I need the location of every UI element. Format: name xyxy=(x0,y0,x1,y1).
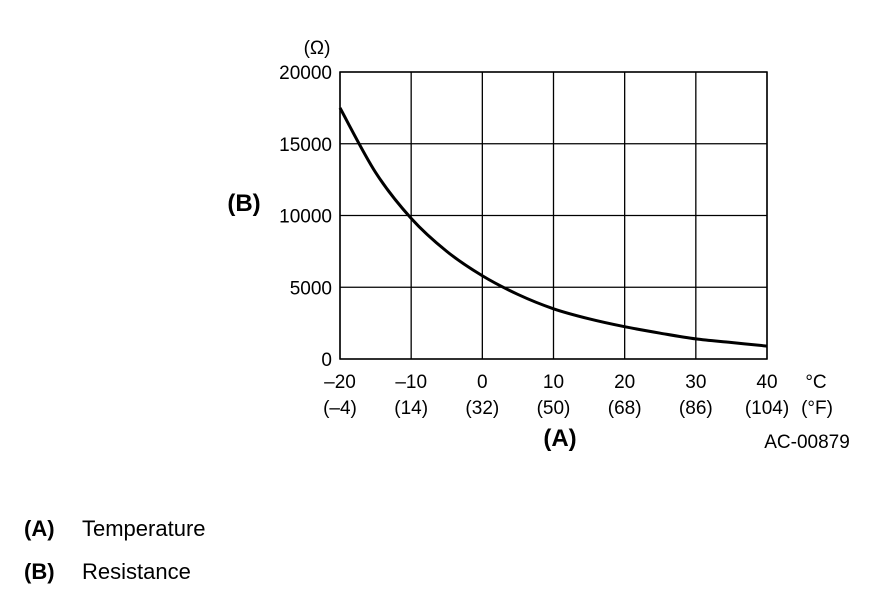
x-tick-label-celsius: –20 xyxy=(324,372,356,393)
legend-key: (B) xyxy=(24,559,55,584)
x-unit-fahrenheit: (°F) xyxy=(801,398,833,419)
legend-label: Temperature xyxy=(82,516,206,541)
x-tick-label-fahrenheit: (104) xyxy=(745,398,789,419)
y-tick-labels: 0 5000 10000 15000 20000 xyxy=(279,63,332,371)
legend-item-temperature: (A) Temperature xyxy=(24,516,206,542)
x-tick-label-fahrenheit: (68) xyxy=(608,398,642,419)
legend-item-resistance: (B) Resistance xyxy=(24,559,191,585)
x-tick-label-celsius: 10 xyxy=(543,372,564,393)
plot-frame xyxy=(339,71,768,360)
x-axis-marker: (A) xyxy=(543,425,576,452)
y-tick-label: 15000 xyxy=(279,135,332,156)
y-unit-label: (Ω) xyxy=(304,38,331,59)
resistance-temperature-chart: 0 5000 10000 15000 20000 –20 (–4) –10 (14) 0 (32)… xyxy=(227,38,850,453)
x-tick-labels: –20 (–4) –10 (14) 0 (32) 10 (50) 20 (68) 30 (86) 40 (… xyxy=(323,372,789,419)
x-tick-label-fahrenheit: (–4) xyxy=(323,398,357,419)
y-axis-marker: (B) xyxy=(227,190,260,217)
x-tick-label-fahrenheit: (32) xyxy=(465,398,499,419)
y-tick-label: 5000 xyxy=(290,278,332,299)
y-tick-label: 10000 xyxy=(279,207,332,228)
y-tick-label: 0 xyxy=(321,350,332,371)
legend-label: Resistance xyxy=(82,559,191,584)
grid-lines xyxy=(339,71,768,360)
resistance-curve xyxy=(338,107,768,348)
figure-id: AC-00879 xyxy=(764,432,850,453)
y-tick-label: 20000 xyxy=(279,63,332,84)
x-tick-label-fahrenheit: (14) xyxy=(394,398,428,419)
x-tick-label-celsius: 40 xyxy=(756,372,777,393)
x-tick-label-celsius: 20 xyxy=(614,372,635,393)
x-tick-label-fahrenheit: (86) xyxy=(679,398,713,419)
x-tick-label-celsius: 0 xyxy=(477,372,488,393)
x-tick-label-celsius: –10 xyxy=(395,372,427,393)
x-tick-label-celsius: 30 xyxy=(685,372,706,393)
x-tick-label-fahrenheit: (50) xyxy=(537,398,571,419)
x-unit-celsius: °C xyxy=(805,372,826,393)
legend-key: (A) xyxy=(24,516,55,541)
